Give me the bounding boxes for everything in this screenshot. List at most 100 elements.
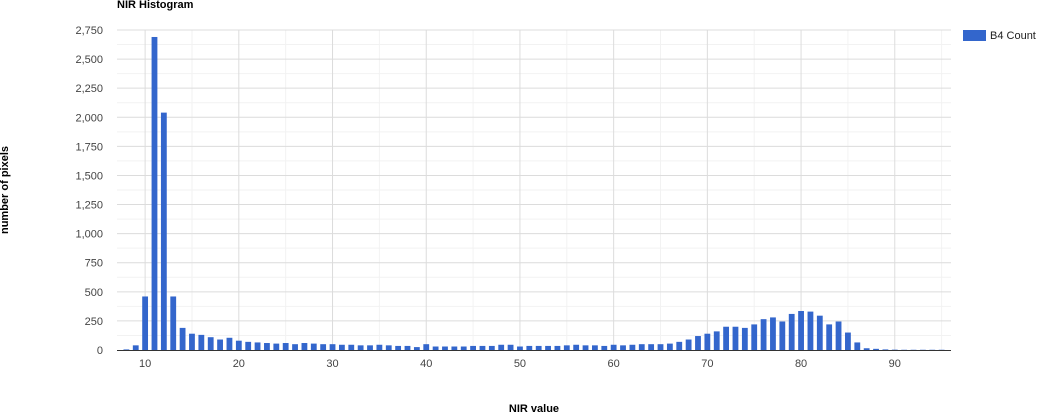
histogram-bar[interactable] — [545, 345, 551, 350]
histogram-bar[interactable] — [217, 339, 223, 350]
histogram-bar[interactable] — [132, 345, 139, 350]
histogram-bar[interactable] — [863, 348, 870, 350]
histogram-bar[interactable] — [554, 345, 561, 350]
histogram-bar[interactable] — [338, 344, 345, 350]
histogram-bar[interactable] — [254, 342, 261, 350]
histogram-bar[interactable] — [423, 344, 430, 350]
legend-swatch — [963, 30, 986, 41]
histogram-bar[interactable] — [816, 315, 823, 350]
histogram-bar[interactable] — [779, 321, 786, 350]
histogram-bar[interactable] — [760, 319, 767, 350]
histogram-bar[interactable] — [245, 341, 252, 350]
y-tick-label: 2,000 — [75, 112, 103, 124]
histogram-bar[interactable] — [198, 334, 205, 350]
histogram-bar[interactable] — [873, 348, 879, 350]
histogram-bar[interactable] — [413, 347, 420, 350]
histogram-bar[interactable] — [788, 313, 795, 350]
histogram-bar[interactable] — [807, 311, 814, 350]
histogram-bar[interactable] — [357, 345, 364, 350]
y-tick-label: 2,250 — [75, 83, 103, 95]
histogram-bar[interactable] — [442, 346, 448, 350]
histogram-bar[interactable] — [648, 344, 655, 350]
histogram-bar[interactable] — [329, 344, 336, 350]
y-tick-label: 500 — [85, 287, 103, 299]
histogram-bar[interactable] — [123, 349, 130, 350]
histogram-bar[interactable] — [620, 345, 626, 350]
histogram-bar[interactable] — [517, 346, 523, 350]
histogram-bar[interactable] — [142, 296, 149, 350]
histogram-bar[interactable] — [666, 343, 673, 350]
histogram-bar[interactable] — [273, 343, 280, 350]
histogram-bar[interactable] — [891, 349, 898, 351]
y-tick-label: 2,500 — [75, 54, 103, 66]
histogram-bar[interactable] — [348, 344, 355, 350]
histogram-bar[interactable] — [226, 337, 233, 350]
histogram-bar[interactable] — [854, 342, 861, 350]
histogram-bar[interactable] — [732, 326, 739, 350]
histogram-bar[interactable] — [835, 321, 842, 350]
histogram-bar[interactable] — [460, 346, 467, 350]
histogram-bar[interactable] — [179, 327, 186, 350]
histogram-bar[interactable] — [301, 343, 308, 350]
histogram-bar[interactable] — [638, 344, 645, 350]
histogram-bar[interactable] — [498, 344, 505, 350]
histogram-bar[interactable] — [526, 345, 533, 350]
histogram-bar[interactable] — [723, 326, 730, 350]
histogram-bar[interactable] — [592, 345, 598, 350]
histogram-bar[interactable] — [292, 344, 298, 350]
bar-series-b4-count[interactable] — [123, 36, 945, 351]
histogram-bar[interactable] — [367, 345, 373, 350]
y-tick-label: 1,250 — [75, 200, 103, 212]
histogram-bar[interactable] — [610, 344, 617, 350]
y-tick-label: 1,500 — [75, 170, 103, 182]
histogram-bar[interactable] — [320, 344, 327, 350]
histogram-bar[interactable] — [376, 344, 383, 350]
legend[interactable]: B4 Count — [963, 30, 1036, 42]
histogram-bar[interactable] — [170, 296, 177, 350]
histogram-bar[interactable] — [235, 340, 242, 350]
x-axis-title: NIR value — [509, 403, 559, 413]
histogram-bar[interactable] — [741, 327, 748, 350]
histogram-bar[interactable] — [189, 333, 195, 350]
histogram-bar[interactable] — [470, 345, 476, 350]
histogram-bar[interactable] — [488, 345, 495, 350]
histogram-bar[interactable] — [601, 345, 608, 350]
histogram-bar[interactable] — [282, 343, 289, 350]
histogram-bar[interactable] — [310, 343, 317, 350]
histogram-bar[interactable] — [882, 349, 889, 350]
histogram-bar[interactable] — [535, 345, 542, 350]
histogram-bar[interactable] — [657, 344, 664, 350]
histogram-bar[interactable] — [264, 343, 270, 350]
minor-gridlines — [117, 30, 951, 350]
histogram-bar[interactable] — [826, 324, 833, 350]
x-tick-label: 90 — [889, 358, 901, 370]
histogram-bar[interactable] — [151, 36, 158, 351]
histogram-bar[interactable] — [713, 331, 720, 350]
x-tick-label: 10 — [139, 358, 151, 370]
histogram-bar[interactable] — [160, 112, 167, 350]
histogram-bar[interactable] — [704, 333, 711, 350]
histogram-bar[interactable] — [695, 336, 701, 350]
histogram-bar[interactable] — [770, 317, 776, 350]
histogram-bar[interactable] — [629, 344, 636, 350]
histogram-bar[interactable] — [676, 341, 683, 350]
y-tick-label: 1,000 — [75, 229, 103, 241]
histogram-bar[interactable] — [404, 345, 411, 350]
histogram-bar[interactable] — [845, 332, 851, 350]
histogram-bar[interactable] — [451, 346, 458, 350]
histogram-bar[interactable] — [207, 337, 214, 350]
y-tick-label: 1,750 — [75, 141, 103, 153]
histogram-bar[interactable] — [798, 311, 804, 350]
histogram-bar[interactable] — [582, 345, 589, 350]
histogram-bar[interactable] — [507, 344, 514, 350]
histogram-bar[interactable] — [395, 345, 402, 350]
histogram-bar[interactable] — [573, 344, 580, 350]
histogram-bar[interactable] — [751, 324, 758, 350]
histogram-bar[interactable] — [685, 339, 692, 350]
histogram-bar[interactable] — [432, 346, 439, 350]
x-tick-label: 30 — [326, 358, 338, 370]
histogram-bar[interactable] — [563, 345, 570, 350]
histogram-bar[interactable] — [479, 345, 486, 350]
histogram-bar[interactable] — [385, 345, 392, 350]
x-tick-label: 60 — [608, 358, 620, 370]
